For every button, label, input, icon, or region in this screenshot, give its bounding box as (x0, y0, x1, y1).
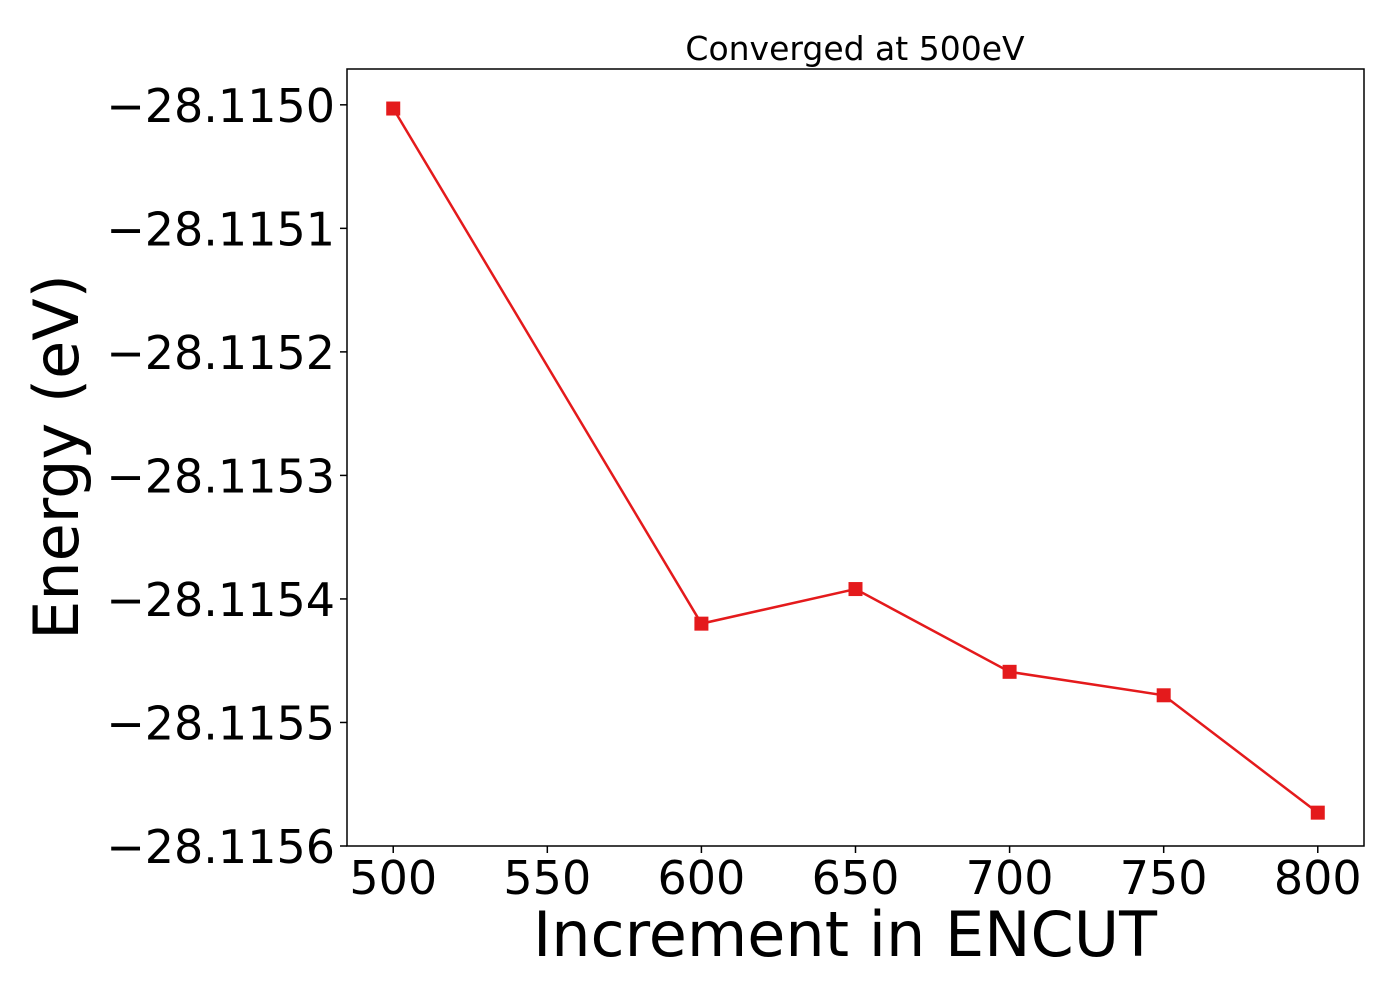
y-tick-label: −28.1150 (106, 79, 335, 133)
y-axis-ticks: −28.1150 −28.1151 −28.1152 −28.1153 −28.1154… (106, 79, 347, 874)
y-tick-label: −28.1153 (106, 449, 335, 503)
y-axis-title: Energy (eV) (20, 274, 93, 640)
data-point-marker (386, 101, 401, 116)
x-tick-label: 600 (658, 851, 746, 905)
x-axis-title: Increment in ENCUT (533, 898, 1158, 971)
plot-background (347, 69, 1364, 846)
x-axis-ticks: 500 550 600 650 700 750 800 (349, 846, 1362, 905)
y-tick-label: −28.1152 (106, 326, 335, 380)
data-point-marker (1002, 664, 1017, 679)
x-tick-label: 750 (1120, 851, 1208, 905)
y-tick-label: −28.1154 (106, 573, 335, 627)
x-tick-label: 550 (503, 851, 591, 905)
y-tick-label: −28.1151 (106, 202, 335, 256)
y-tick-label: −28.1156 (106, 820, 335, 874)
x-tick-label: 800 (1274, 851, 1362, 905)
chart-title: Converged at 500eV (685, 29, 1025, 68)
data-point-marker (1310, 805, 1325, 820)
series-line (392, 107, 1319, 814)
data-point-marker (848, 582, 863, 597)
series-layer (386, 101, 1325, 820)
y-tick-label: −28.1155 (106, 696, 335, 750)
data-point-marker (1156, 688, 1171, 703)
data-point-marker (694, 616, 709, 631)
x-tick-label: 650 (812, 851, 900, 905)
x-tick-label: 700 (966, 851, 1054, 905)
x-tick-label: 500 (349, 851, 437, 905)
plot-frame (346, 68, 1365, 847)
